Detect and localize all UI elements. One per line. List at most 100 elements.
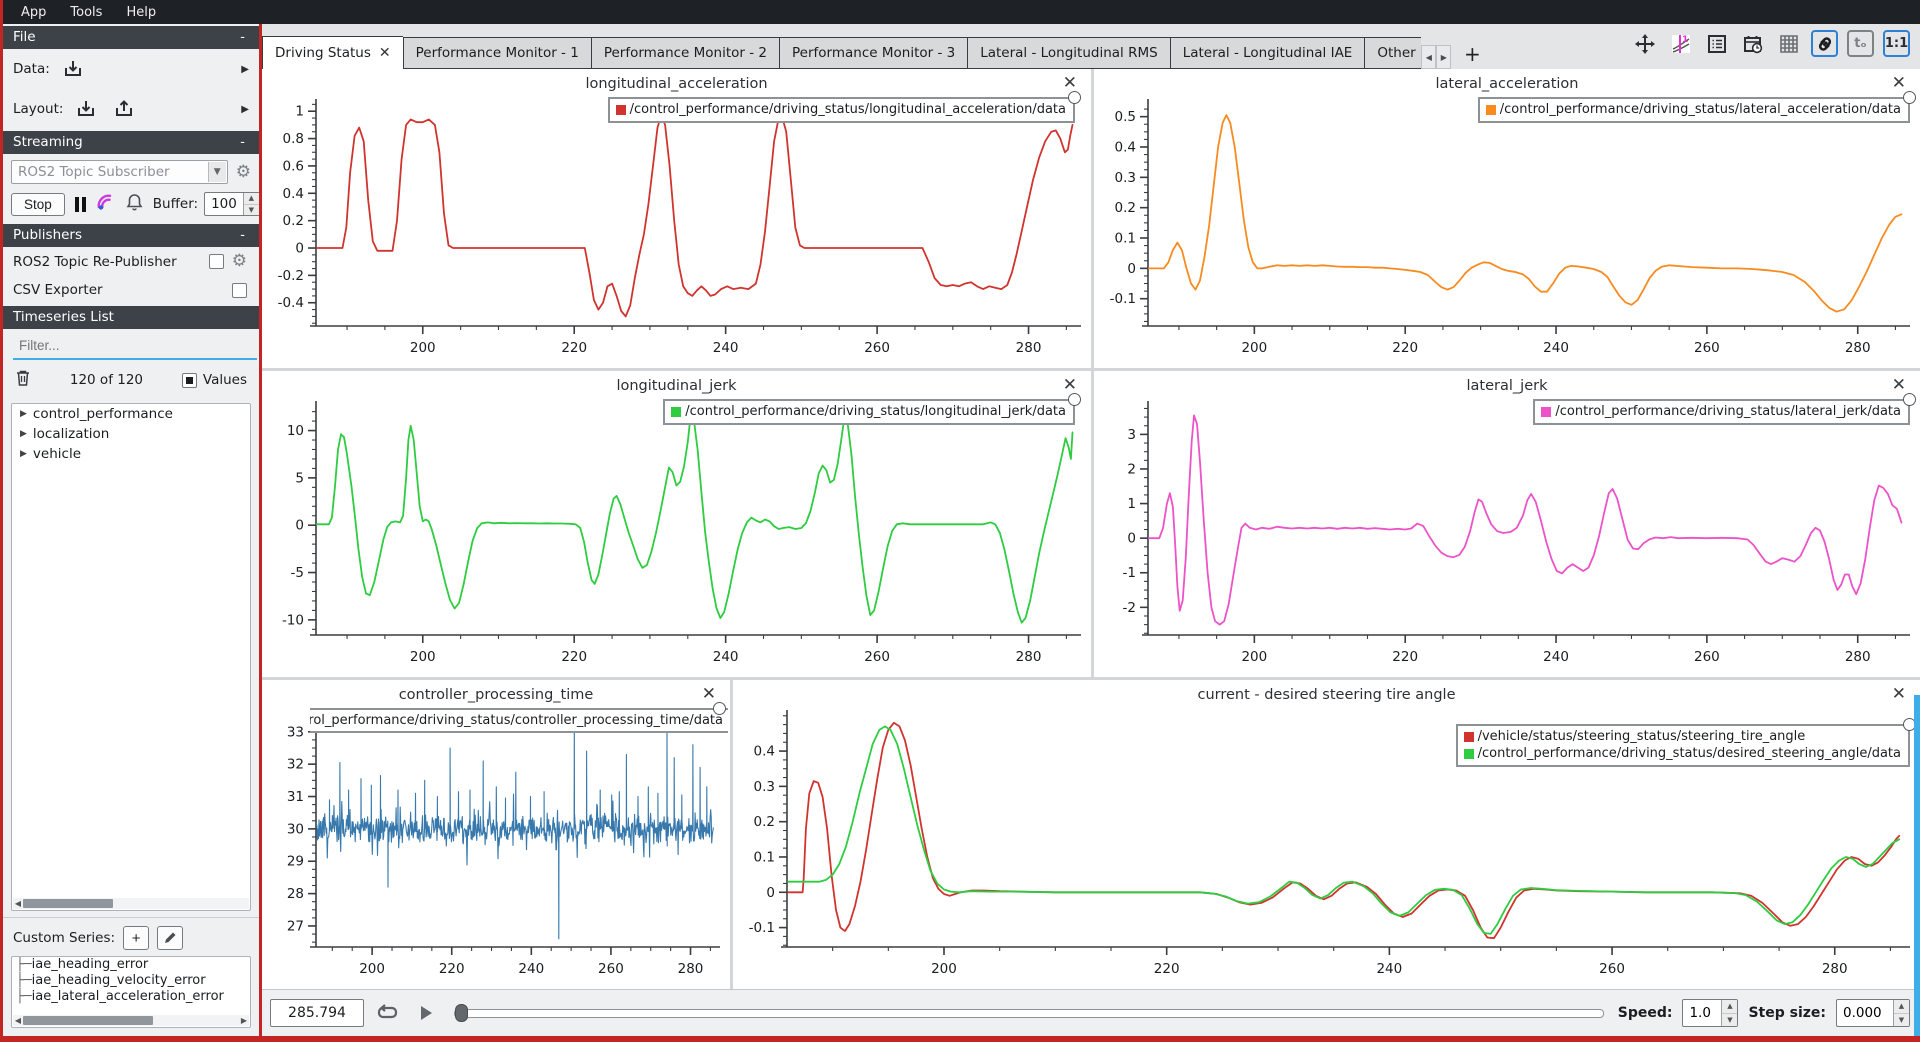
add-tab-button[interactable]: + — [1457, 39, 1487, 69]
stream-rss-icon[interactable] — [96, 193, 116, 215]
tab-performance-monitor-2[interactable]: Performance Monitor - 2 — [591, 37, 779, 69]
collapse-publishers-button[interactable]: - — [234, 228, 251, 243]
tree-hscrollbar[interactable]: ◀ — [13, 898, 249, 909]
tab-scroll-right-icon[interactable]: ▶ — [1436, 45, 1451, 69]
speed-spin-arrows[interactable]: ▲▼ — [1721, 1000, 1737, 1026]
tree-expand-icon[interactable]: ▶ — [20, 409, 27, 419]
streaming-source-select[interactable]: ROS2 Topic Subscriber ▼ — [11, 160, 228, 184]
step-size-spinbox[interactable]: 0.000 ▲▼ — [1836, 999, 1910, 1027]
tab-scroll-left-icon[interactable]: ◀ — [1421, 45, 1436, 69]
tree-item-control_performance[interactable]: ▶control_performance — [12, 404, 250, 424]
stop-streaming-button[interactable]: Stop — [11, 193, 65, 216]
step-spin-arrows[interactable]: ▲▼ — [1893, 1000, 1909, 1026]
plot-pane-controller-processing-time[interactable]: 33323130292827200220240260280controller_… — [262, 680, 730, 989]
tab-driving-status[interactable]: Driving Status✕ — [262, 36, 403, 69]
scroll-right-icon[interactable]: ▶ — [239, 1016, 249, 1025]
speed-spinbox[interactable]: 1.0 ▲▼ — [1682, 999, 1738, 1027]
legend-entry[interactable]: /control_performance/driving_status/cont… — [310, 712, 723, 729]
slider-handle[interactable] — [455, 1004, 468, 1022]
publisher-checkbox[interactable] — [232, 283, 247, 298]
tab-performance-monitor-3[interactable]: Performance Monitor - 3 — [779, 37, 967, 69]
buffer-spin-arrows[interactable]: ▲▼ — [243, 193, 259, 215]
tree-expand-icon[interactable]: ▶ — [20, 429, 27, 439]
edit-custom-series-button[interactable] — [157, 926, 183, 950]
legend-entry[interactable]: /control_performance/driving_status/desi… — [1464, 745, 1901, 762]
collapse-file-button[interactable]: - — [234, 30, 251, 45]
slider-groove[interactable] — [454, 1009, 1604, 1018]
plot-close-icon[interactable]: ✕ — [702, 686, 716, 703]
legend-entry[interactable]: /control_performance/driving_status/long… — [616, 101, 1066, 118]
datetime-icon[interactable] — [1739, 30, 1766, 57]
scroll-left-icon[interactable]: ◀ — [13, 899, 23, 908]
legend-entry[interactable]: /control_performance/driving_status/long… — [671, 403, 1066, 420]
notification-bell-icon[interactable] — [126, 193, 143, 215]
legend-entry[interactable]: /vehicle/status/steering_status/steering… — [1464, 728, 1901, 745]
current-time-box[interactable]: 285.794 — [270, 999, 364, 1027]
plot-pane-lateral-jerk[interactable]: 3210-1-2200220240260280lateral_jerk✕/con… — [1094, 371, 1920, 677]
load-data-icon[interactable] — [58, 56, 88, 82]
loop-playback-button[interactable] — [374, 999, 402, 1027]
spin-down-icon[interactable]: ▼ — [244, 205, 259, 216]
legend-entry[interactable]: /control_performance/driving_status/late… — [1486, 101, 1901, 118]
add-custom-series-button[interactable]: + — [123, 926, 149, 950]
filter-input[interactable] — [13, 335, 257, 360]
tab-lateral-longitudinal-iae[interactable]: Lateral - Longitudinal IAE — [1170, 37, 1365, 69]
spin-up-icon[interactable]: ▲ — [1894, 1000, 1909, 1014]
link-icon[interactable] — [1811, 30, 1838, 57]
tree-expand-icon[interactable]: ▶ — [20, 449, 27, 459]
plot-pane-steering-tire-angle[interactable]: 0.40.30.20.10-0.1200220240260280current … — [733, 680, 1920, 989]
pause-icon[interactable] — [75, 197, 86, 212]
scroll-left-icon[interactable]: ◀ — [13, 1016, 23, 1025]
tab-lateral-longitudinal-rms[interactable]: Lateral - Longitudinal RMS — [967, 37, 1169, 69]
values-checkbox[interactable] — [182, 373, 197, 388]
trash-icon[interactable] — [15, 369, 31, 391]
publisher-checkbox[interactable] — [209, 254, 224, 269]
layout-menu-arrow-icon[interactable]: ▶ — [241, 104, 249, 115]
plot-pane-longitudinal-jerk[interactable]: 1050-5-10200220240260280longitudinal_jer… — [262, 371, 1091, 677]
play-button[interactable] — [412, 999, 440, 1027]
tab-performance-monitor-1[interactable]: Performance Monitor - 1 — [403, 37, 591, 69]
tree-item-vehicle[interactable]: ▶vehicle — [12, 444, 250, 464]
buffer-spinbox[interactable]: 100 ▲▼ — [204, 192, 259, 216]
load-layout-icon[interactable] — [71, 96, 101, 122]
timeline-slider[interactable] — [454, 999, 1604, 1027]
pan-icon[interactable] — [1631, 30, 1658, 57]
tree-scroll-thumb[interactable] — [23, 899, 113, 908]
legend-handle[interactable] — [713, 702, 726, 715]
grid-icon[interactable] — [1775, 30, 1802, 57]
plot-close-icon[interactable]: ✕ — [1063, 377, 1077, 394]
custom-series-item[interactable]: ├─iae_heading_error — [12, 957, 250, 973]
menu-tools[interactable]: Tools — [60, 3, 112, 22]
spin-up-icon[interactable]: ▲ — [1722, 1000, 1737, 1014]
menu-app[interactable]: App — [11, 3, 56, 22]
legend-color-swatch — [671, 407, 681, 417]
save-layout-icon[interactable] — [109, 96, 139, 122]
plot-close-icon[interactable]: ✕ — [1892, 377, 1906, 394]
tree-item-localization[interactable]: ▶localization — [12, 424, 250, 444]
plot-pane-longitudinal-acceleration[interactable]: 10.80.60.40.20-0.2-0.4200220240260280lon… — [262, 69, 1091, 368]
legend-entry[interactable]: /control_performance/driving_status/late… — [1541, 403, 1901, 420]
spin-down-icon[interactable]: ▼ — [1894, 1014, 1909, 1027]
ratio-icon[interactable]: 1:1 — [1883, 30, 1910, 57]
plot-pane-lateral-acceleration[interactable]: 0.50.40.30.20.10-0.1200220240260280later… — [1094, 69, 1920, 368]
custom-series-item[interactable]: ├─iae_heading_velocity_error — [12, 973, 250, 989]
publisher-gear-icon[interactable]: ⚙ — [232, 253, 247, 270]
custom-series-item[interactable]: ├─iae_lateral_acceleration_error — [12, 989, 250, 1005]
streaming-gear-icon[interactable]: ⚙ — [236, 164, 251, 181]
plot-close-icon[interactable]: ✕ — [1892, 686, 1906, 703]
legend-list-icon[interactable] — [1703, 30, 1730, 57]
tab-other-rms[interactable]: Other RMS — [1364, 37, 1421, 69]
spin-up-icon[interactable]: ▲ — [244, 193, 259, 205]
tracker-icon[interactable]: 1 — [1667, 30, 1694, 57]
custom-hscrollbar[interactable]: ◀ ▶ — [13, 1015, 249, 1026]
collapse-streaming-button[interactable]: - — [234, 135, 251, 150]
plot-close-icon[interactable]: ✕ — [1063, 75, 1077, 92]
t0-icon[interactable]: tₒ — [1847, 30, 1874, 57]
plot-close-icon[interactable]: ✕ — [1892, 75, 1906, 92]
tab-close-icon[interactable]: ✕ — [379, 46, 391, 60]
custom-scroll-thumb[interactable] — [23, 1016, 153, 1025]
spin-down-icon[interactable]: ▼ — [1722, 1014, 1737, 1027]
menu-help[interactable]: Help — [116, 3, 166, 22]
values-toggle[interactable]: Values — [182, 372, 247, 388]
data-menu-arrow-icon[interactable]: ▶ — [241, 64, 249, 75]
